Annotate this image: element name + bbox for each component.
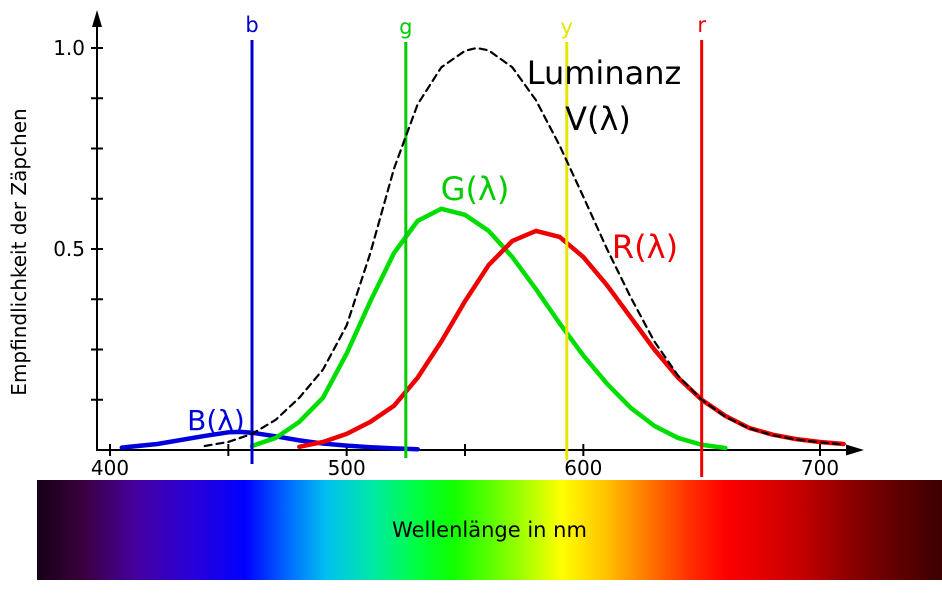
x-axis-title: Wellenlänge in nm xyxy=(392,518,587,542)
y-axis-arrow-icon xyxy=(92,10,102,27)
vline-label-g: g xyxy=(399,15,412,39)
annotation: G(λ) xyxy=(441,170,510,208)
curve-G(λ) xyxy=(249,206,728,451)
x-tick-label: 700 xyxy=(801,456,839,480)
curve-Luminanz V(λ) xyxy=(203,46,845,448)
y-tick-label: 0.5 xyxy=(53,237,85,261)
y-axis-title: Empfindlichkeit der Zäpchen xyxy=(7,108,31,395)
x-tick-label: 600 xyxy=(564,456,602,480)
spectrum-bar: Wellenlänge in nm xyxy=(37,480,942,580)
x-tick-label: 500 xyxy=(328,456,366,480)
annotation: V(λ) xyxy=(565,100,631,138)
vline-label-y: y xyxy=(561,15,573,39)
annotation: R(λ) xyxy=(612,228,678,266)
x-tick-label: 400 xyxy=(91,456,129,480)
y-tick-label: 1.0 xyxy=(53,36,85,60)
vline-label-r: r xyxy=(697,13,706,37)
chart-plot-area: 1.0 0.5 400 500 600 700 Empfindlichkeit der Zä… xyxy=(7,10,864,480)
annotation: Luminanz xyxy=(527,54,682,92)
x-axis-arrow-icon xyxy=(846,444,864,456)
annotation: B(λ) xyxy=(187,404,245,437)
vline-label-b: b xyxy=(245,13,258,37)
